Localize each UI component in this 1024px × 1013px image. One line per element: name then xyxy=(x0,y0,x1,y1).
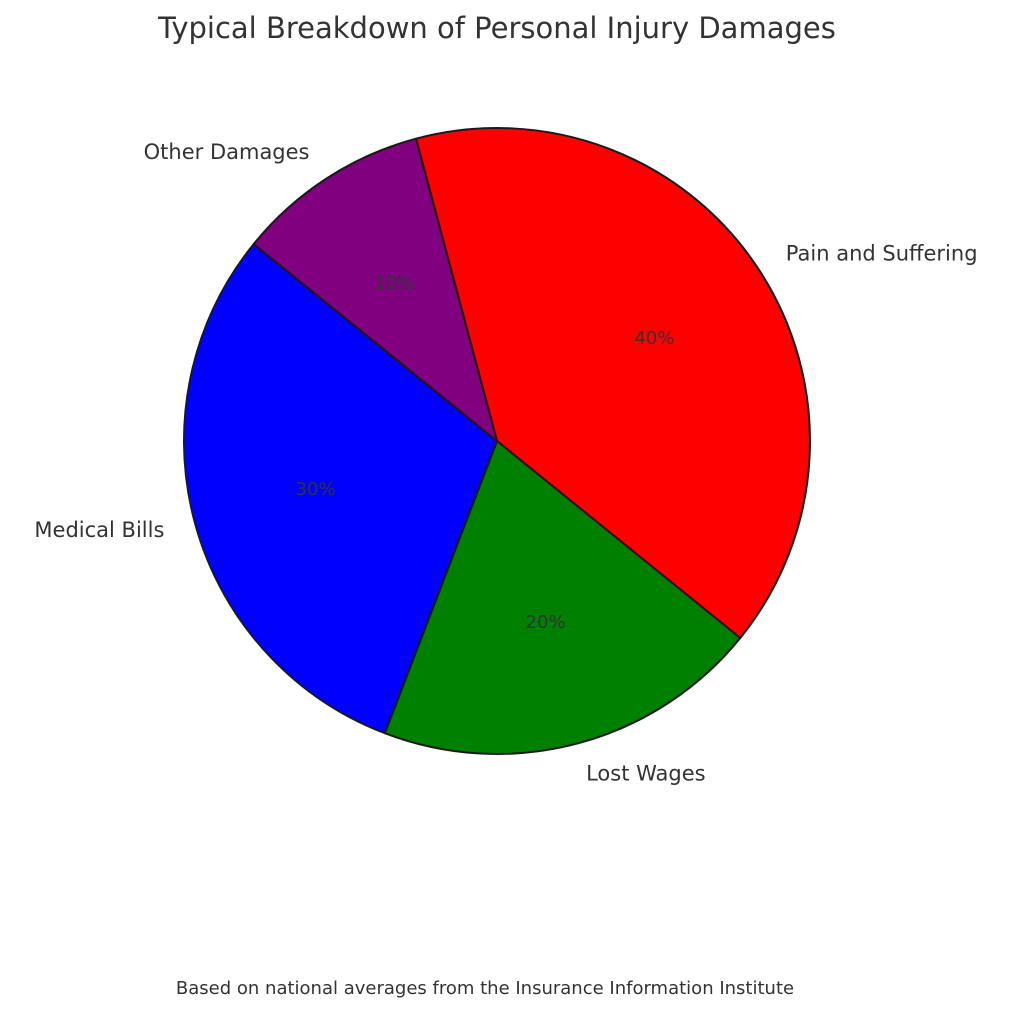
slice-other-damages xyxy=(252,137,498,442)
pct-label-lost-wages: 20% xyxy=(526,612,566,633)
slice-pain-and-suffering xyxy=(414,127,811,639)
category-label-medical-bills: Medical Bills xyxy=(34,518,164,542)
chart-title: Typical Breakdown of Personal Injury Dam… xyxy=(157,11,836,45)
category-labels: Pain and Suffering Lost Wages Medical Bill… xyxy=(34,140,977,785)
category-label-pain-and-suffering: Pain and Suffering xyxy=(786,242,978,266)
slice-medical-bills xyxy=(183,243,498,735)
pct-label-other-damages: 10% xyxy=(375,273,415,294)
category-label-lost-wages: Lost Wages xyxy=(586,762,706,786)
chart-caption: Based on national averages from the Insu… xyxy=(176,978,794,999)
category-label-other-damages: Other Damages xyxy=(144,140,310,164)
percentage-labels: 40% 20% 30% 10% xyxy=(296,273,675,633)
pie-slices xyxy=(183,127,811,755)
slice-lost-wages xyxy=(383,440,742,755)
pct-label-medical-bills: 30% xyxy=(296,479,336,500)
pct-label-pain-and-suffering: 40% xyxy=(634,328,674,349)
